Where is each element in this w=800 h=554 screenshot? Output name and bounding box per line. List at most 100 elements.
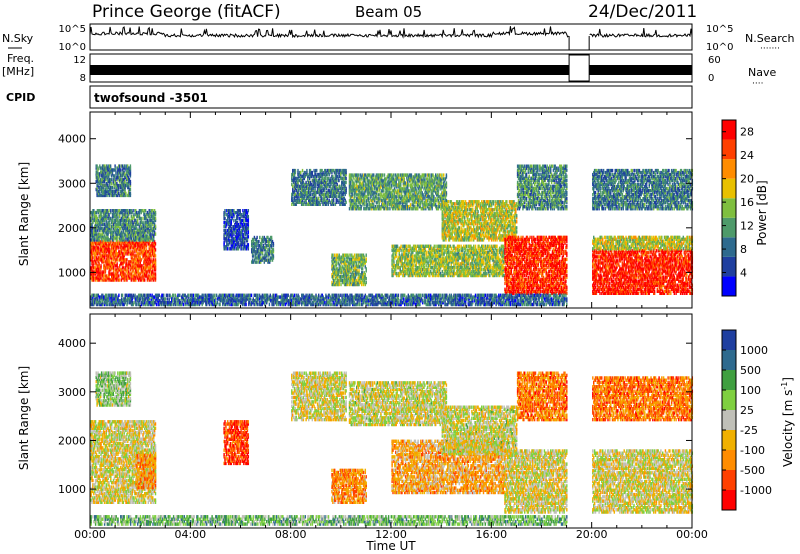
range-cell xyxy=(223,225,225,229)
range-cell xyxy=(152,262,154,266)
range-cell xyxy=(98,266,100,270)
range-cell xyxy=(103,248,106,252)
range-cell xyxy=(107,185,109,190)
range-cell xyxy=(117,228,119,232)
range-cell xyxy=(149,218,151,223)
range-cell xyxy=(129,170,132,174)
range-cell xyxy=(294,168,297,173)
range-cell xyxy=(227,221,229,225)
range-cell xyxy=(115,172,117,176)
range-cell xyxy=(308,174,310,179)
range-cell xyxy=(96,228,99,232)
range-cell xyxy=(119,228,121,232)
range-cell xyxy=(109,260,111,264)
range-cell xyxy=(120,230,123,234)
range-cell xyxy=(115,214,117,219)
range-cell xyxy=(299,198,301,202)
range-cell xyxy=(307,174,309,179)
range-cell xyxy=(305,186,307,191)
range-cell xyxy=(97,193,99,198)
range-cell xyxy=(138,244,141,248)
range-cell xyxy=(140,278,142,282)
range-cell xyxy=(119,270,122,274)
range-cell xyxy=(100,166,103,170)
range-cell xyxy=(135,238,137,242)
range-cell xyxy=(109,226,111,230)
range-cell xyxy=(269,244,271,248)
range-cell xyxy=(140,270,142,274)
range-cell xyxy=(121,266,124,270)
range-cell xyxy=(142,222,144,226)
range-cell xyxy=(101,228,103,232)
range-cell xyxy=(104,240,107,244)
range-cell xyxy=(382,189,385,193)
range-cell xyxy=(100,170,103,174)
range-cell xyxy=(129,193,132,198)
range-cell xyxy=(94,228,97,232)
range-cell xyxy=(231,217,233,221)
range-cell xyxy=(154,276,157,280)
range-cell xyxy=(103,164,106,168)
range-cell xyxy=(117,252,119,256)
range-cell xyxy=(297,186,299,191)
range-cell xyxy=(364,273,367,277)
range-cell xyxy=(234,211,236,215)
range-cell xyxy=(266,244,268,248)
range-cell xyxy=(116,262,118,266)
range-cell xyxy=(393,260,395,264)
range-cell xyxy=(230,239,233,243)
range-cell xyxy=(251,246,254,250)
range-cell xyxy=(96,183,98,188)
range-cell xyxy=(93,260,95,264)
range-cell xyxy=(98,262,100,266)
range-cell xyxy=(144,244,146,248)
range-cell xyxy=(90,252,92,256)
range-cell xyxy=(119,222,122,226)
range-cell xyxy=(395,254,398,258)
range-cell xyxy=(152,246,154,250)
range-cell xyxy=(110,252,112,256)
range-cell xyxy=(129,180,132,184)
range-cell xyxy=(269,244,272,248)
range-cell xyxy=(150,272,152,276)
range-cell xyxy=(117,274,119,278)
range-cell xyxy=(237,211,240,215)
range-cell xyxy=(149,230,151,234)
range-cell xyxy=(123,252,125,256)
range-cell xyxy=(97,222,100,226)
range-cell xyxy=(226,213,228,217)
range-cell xyxy=(139,258,142,262)
range-cell xyxy=(259,260,261,264)
range-cell xyxy=(148,262,150,266)
range-cell xyxy=(105,218,108,223)
range-cell xyxy=(123,183,125,188)
range-cell xyxy=(147,254,150,258)
range-cell xyxy=(130,252,133,256)
range-cell xyxy=(119,185,122,190)
range-cell xyxy=(114,222,117,226)
range-cell xyxy=(268,260,270,264)
freq-tick-left-top: 12 xyxy=(73,55,86,66)
range-cell xyxy=(232,209,234,213)
range-cell xyxy=(99,209,101,213)
noise-panel-frame xyxy=(89,23,693,51)
range-cell xyxy=(95,250,98,254)
range-cell xyxy=(101,174,104,178)
range-cell xyxy=(147,250,150,254)
range-cell xyxy=(146,262,149,266)
range-cell xyxy=(147,214,150,219)
range-cell xyxy=(404,181,406,185)
range-cell xyxy=(299,186,301,191)
range-cell xyxy=(300,170,302,175)
range-cell xyxy=(235,235,237,239)
cpid-text: twofsound -3501 xyxy=(94,91,208,105)
range-cell xyxy=(113,168,115,172)
range-cell xyxy=(105,246,108,250)
range-cell xyxy=(123,170,125,174)
range-cell xyxy=(144,209,147,213)
range-cell xyxy=(117,168,119,172)
range-cell xyxy=(119,222,121,226)
range-cell xyxy=(90,246,92,250)
noise-tick-right-top: 10^5 xyxy=(706,24,733,35)
range-cell xyxy=(153,260,156,264)
